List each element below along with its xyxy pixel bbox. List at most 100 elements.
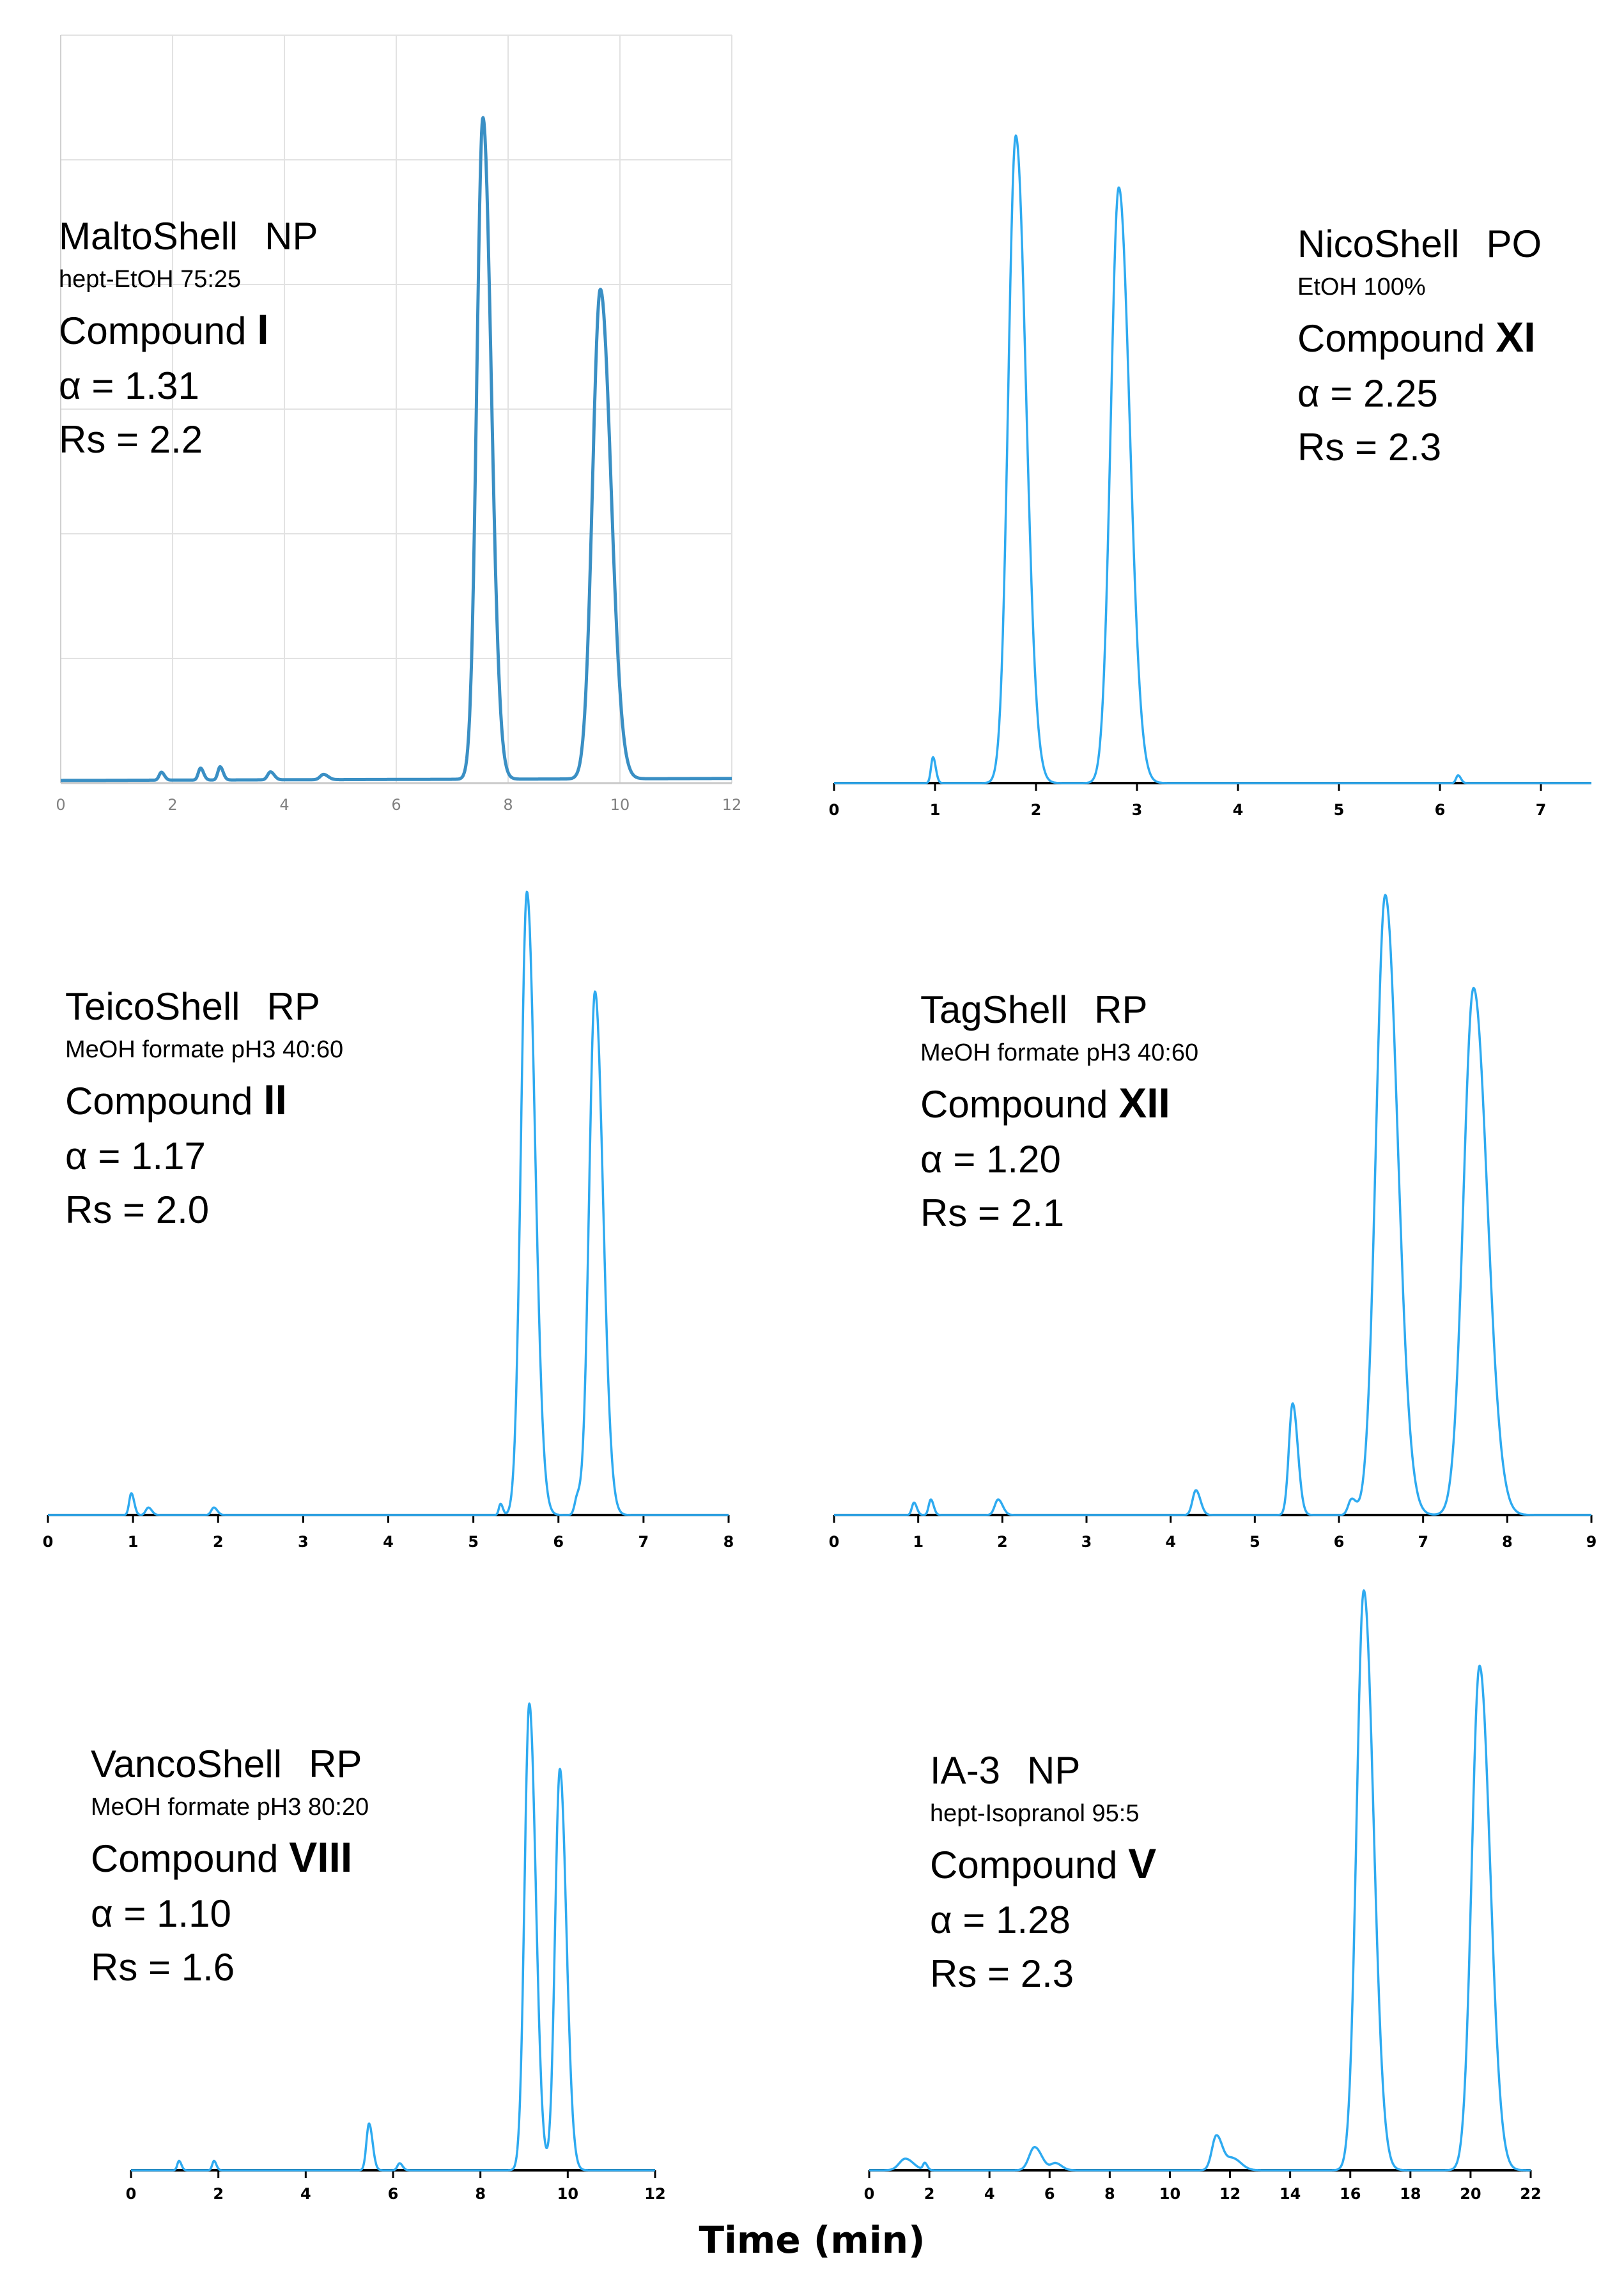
alpha-label: α = 1.28 xyxy=(930,1899,1071,1941)
x-tick-label: 6 xyxy=(1435,801,1446,819)
x-tick-label: 12 xyxy=(644,2185,665,2203)
x-tick-label: 12 xyxy=(722,796,742,814)
mobile-phase-label: hept-EtOH 75:25 xyxy=(59,266,242,293)
x-tick-label: 7 xyxy=(1418,1533,1428,1551)
rs-label: Rs = 2.3 xyxy=(930,1952,1074,1995)
x-tick-label: 4 xyxy=(984,2185,995,2203)
x-tick-label: 0 xyxy=(56,796,65,814)
x-tick-label: 7 xyxy=(638,1533,649,1551)
x-tick-label: 7 xyxy=(1536,801,1547,819)
alpha-label: α = 1.31 xyxy=(59,364,199,407)
chart-panel-tagshell: 0 1 2 3 4 5 6 7 8 9 xyxy=(829,894,1597,1551)
compound-label: Compound I xyxy=(59,306,269,353)
panel-label-tagshell: TagShell RP MeOH formate pH3 40:60 Compou… xyxy=(920,991,1198,1232)
x-tick-label: 6 xyxy=(1044,2185,1055,2203)
compound-label: Compound V xyxy=(930,1840,1157,1887)
column-name-label: TeicoShell RP xyxy=(65,985,320,1028)
x-tick-label: 2 xyxy=(924,2185,935,2203)
x-tick-label: 0 xyxy=(864,2185,875,2203)
x-tick-label: 4 xyxy=(383,1533,394,1551)
rs-label: Rs = 2.0 xyxy=(65,1188,210,1231)
x-tick-label: 3 xyxy=(1081,1533,1092,1551)
x-tick-label: 0 xyxy=(43,1533,54,1551)
x-tick-label: 0 xyxy=(829,801,840,819)
x-tick-label: 12 xyxy=(1219,2185,1241,2203)
rs-label: Rs = 1.6 xyxy=(91,1946,235,1989)
x-tick-label: 5 xyxy=(1249,1533,1260,1551)
mobile-phase-label: MeOH formate pH3 40:60 xyxy=(65,1036,344,1063)
x-tick-label: 1 xyxy=(930,801,941,819)
panel-label-teicoshell: TeicoShell RP MeOH formate pH3 40:60 Comp… xyxy=(65,988,343,1229)
alpha-label: α = 1.17 xyxy=(65,1135,206,1178)
chromatogram-trace xyxy=(47,890,729,1516)
x-tick-label: 10 xyxy=(557,2185,578,2203)
chart-panel-vancoshell: 0 2 4 6 8 10 12 xyxy=(126,1702,666,2203)
compound-label: Compound II xyxy=(65,1076,287,1123)
x-tick-label: 4 xyxy=(1233,801,1244,819)
x-tick-label: 8 xyxy=(1104,2185,1115,2203)
column-name-label: VancoShell RP xyxy=(91,1743,362,1785)
chromatogram-trace xyxy=(59,116,733,782)
x-tick-label: 6 xyxy=(1334,1533,1345,1551)
panel-label-vancoshell: VancoShell RP MeOH formate pH3 80:20 Comp… xyxy=(91,1745,369,1987)
panel-label-ia3: IA-3 NP hept-Isopranol 95:5 Compound V α … xyxy=(930,1752,1156,1993)
x-tick-label: 5 xyxy=(1334,801,1345,819)
compound-label: Compound VIII xyxy=(91,1833,353,1881)
mobile-phase-label: hept-Isopranol 95:5 xyxy=(930,1800,1140,1827)
x-tick-label: 3 xyxy=(298,1533,309,1551)
x-tick-label: 6 xyxy=(553,1533,564,1551)
x-tick-label: 10 xyxy=(610,796,630,814)
rs-label: Rs = 2.2 xyxy=(59,418,203,461)
x-tick-label: 4 xyxy=(1165,1533,1176,1551)
chart-panel-teicoshell: 0 1 2 3 4 5 6 7 8 xyxy=(43,890,734,1551)
rs-label: Rs = 2.1 xyxy=(920,1192,1065,1234)
chart-panel-ia3: 0 2 4 6 8 10 12 14 16 18 20 22 xyxy=(864,1589,1542,2203)
mobile-phase-label: EtOH 100% xyxy=(1297,274,1426,300)
panel-label-maltoshell: MaltoShell NP hept-EtOH 75:25 Compound I … xyxy=(59,217,318,459)
mobile-phase-label: MeOH formate pH3 80:20 xyxy=(91,1794,369,1821)
alpha-label: α = 1.20 xyxy=(920,1138,1061,1181)
x-tick-label: 22 xyxy=(1520,2185,1541,2203)
x-tick-label: 8 xyxy=(723,1533,734,1551)
x-tick-label: 6 xyxy=(388,2185,399,2203)
chromatogram-trace xyxy=(130,1702,656,2172)
x-tick-label: 6 xyxy=(391,796,401,814)
column-name-label: IA-3 NP xyxy=(930,1749,1081,1792)
x-tick-label: 2 xyxy=(167,796,177,814)
x-tick-label: 10 xyxy=(1159,2185,1180,2203)
chromatogram-trace xyxy=(833,134,1592,784)
chart-panel-nicoshell: 0 1 2 3 4 5 6 7 xyxy=(829,134,1592,819)
x-tick-label: 1 xyxy=(128,1533,139,1551)
x-tick-label: 5 xyxy=(468,1533,479,1551)
x-tick-label: 8 xyxy=(475,2185,486,2203)
x-tick-label: 2 xyxy=(213,2185,224,2203)
x-tick-label: 2 xyxy=(213,1533,224,1551)
x-tick-label: 9 xyxy=(1586,1533,1597,1551)
x-tick-label: 0 xyxy=(829,1533,840,1551)
x-tick-label: 20 xyxy=(1460,2185,1481,2203)
mobile-phase-label: MeOH formate pH3 40:60 xyxy=(920,1039,1199,1066)
compound-label: Compound XI xyxy=(1297,313,1536,361)
chromatogram-trace xyxy=(833,894,1592,1516)
x-tick-label: 16 xyxy=(1340,2185,1361,2203)
column-name-label: TagShell RP xyxy=(920,988,1148,1031)
x-tick-label: 4 xyxy=(300,2185,311,2203)
compound-label: Compound XII xyxy=(920,1079,1170,1126)
column-name-label: NicoShell PO xyxy=(1297,222,1542,265)
x-tick-label: 8 xyxy=(1502,1533,1513,1551)
x-tick-label: 14 xyxy=(1280,2185,1301,2203)
rs-label: Rs = 2.3 xyxy=(1297,426,1442,469)
x-tick-label: 4 xyxy=(279,796,289,814)
alpha-label: α = 1.10 xyxy=(91,1892,231,1935)
x-tick-label: 3 xyxy=(1132,801,1143,819)
x-tick-label: 1 xyxy=(913,1533,924,1551)
chart-panel-maltoshell: 0 2 4 6 8 10 12 xyxy=(56,35,741,814)
x-tick-label: 8 xyxy=(503,796,513,814)
panel-label-nicoshell: NicoShell PO EtOH 100% Compound XI α = 2.… xyxy=(1297,225,1542,467)
x-tick-label: 2 xyxy=(997,1533,1008,1551)
x-axis-title: Time (min) xyxy=(699,2218,925,2262)
alpha-label: α = 2.25 xyxy=(1297,372,1438,415)
chromatogram-trace xyxy=(868,1589,1532,2172)
column-name-label: MaltoShell NP xyxy=(59,215,318,258)
x-tick-label: 0 xyxy=(126,2185,137,2203)
